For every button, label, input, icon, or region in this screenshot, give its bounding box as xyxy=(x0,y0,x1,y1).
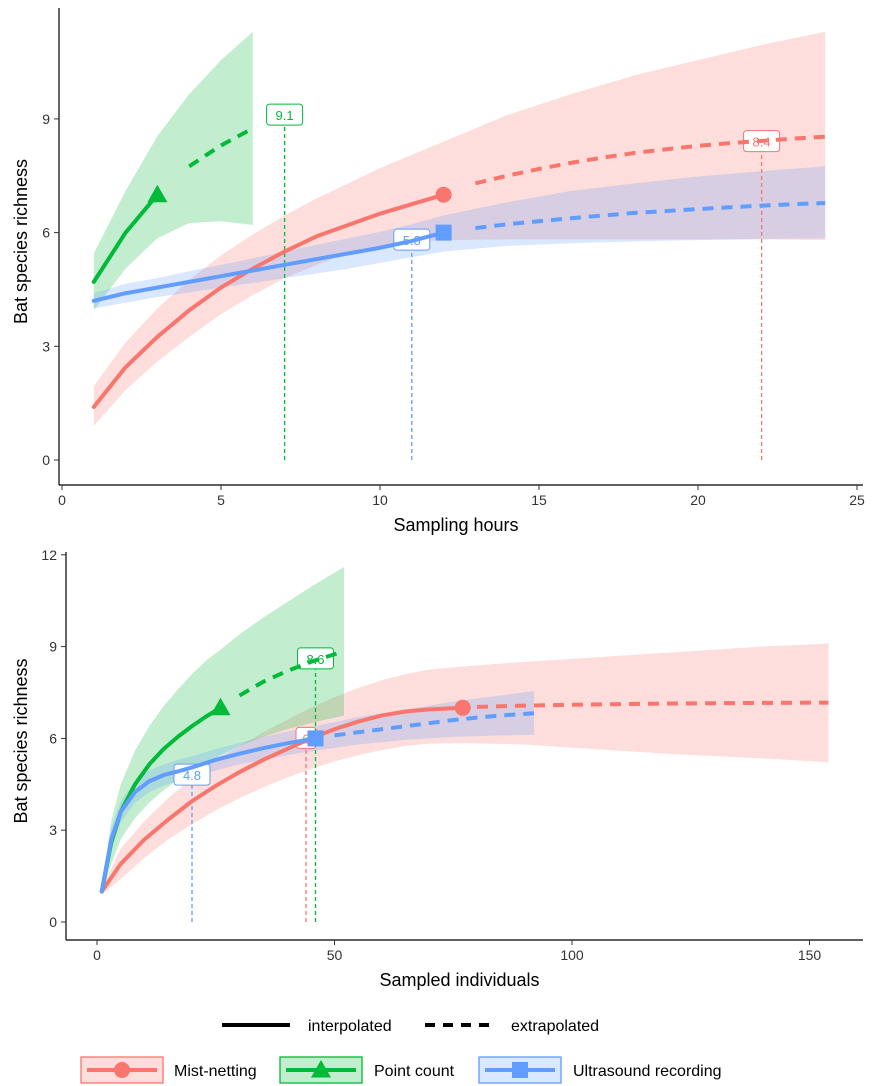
point-count-ci-band xyxy=(101,567,344,895)
point-count-observed-point xyxy=(210,697,231,716)
ultrasound-recording-extrapolated-line xyxy=(475,201,826,231)
y-tick-label: 3 xyxy=(42,338,50,354)
mist-netting-interpolated-line xyxy=(91,192,446,409)
y-tick-label: 3 xyxy=(49,822,57,838)
point-count-interpolated-line xyxy=(91,192,160,284)
point-count-ci-band xyxy=(93,31,253,311)
x-axis-title: Sampling hours xyxy=(393,515,518,535)
x-tick-label: 0 xyxy=(93,947,101,963)
mist-netting-observed-point xyxy=(435,186,452,203)
point-count-annotation-box xyxy=(266,103,304,126)
y-tick-label: 6 xyxy=(42,225,50,241)
ultrasound-recording-observed-point xyxy=(435,224,452,241)
legend-key-ultrasound-recording xyxy=(478,1056,562,1084)
ultrasound-recording-interpolated-line xyxy=(99,736,318,894)
legend-label-point-count: Point count xyxy=(374,1063,455,1080)
ultrasound-recording-observed-point xyxy=(307,730,324,747)
x-tick-label: 50 xyxy=(327,947,343,963)
ultrasound-recording-interpolated-line xyxy=(91,230,446,303)
point-count-observed-point xyxy=(147,184,168,203)
legend: interpolated extrapolated Mist-netting Poin… xyxy=(80,1018,722,1084)
x-tick-label: 20 xyxy=(690,492,706,508)
mist-netting-ci-band xyxy=(101,643,829,895)
legend-key-mist-netting xyxy=(80,1056,164,1084)
ultrasound-recording-annotation-label: 4.8 xyxy=(183,768,201,783)
x-tick-label: 25 xyxy=(849,492,865,508)
chart-panel-1: 0 5 10 15 20 25 0 3 6 9 Sampling hours Bat species … xyxy=(11,8,865,535)
x-tick-label: 150 xyxy=(798,947,822,963)
y-tick-label: 6 xyxy=(49,730,57,746)
square-icon xyxy=(512,1062,528,1078)
mist-netting-extrapolated-line xyxy=(474,134,826,186)
legend-label-ultrasound-recording: Ultrasound recording xyxy=(573,1063,722,1080)
y-tick-label: 9 xyxy=(49,639,57,655)
y-tick-label: 9 xyxy=(42,111,50,127)
mist-netting-ci-band xyxy=(93,31,826,426)
y-tick-label: 0 xyxy=(42,452,50,468)
mist-netting-interpolated-line xyxy=(99,705,465,894)
point-count-annotation-label: 9.1 xyxy=(276,108,294,123)
legend-key-point-count xyxy=(279,1056,363,1084)
x-tick-label: 10 xyxy=(372,492,388,508)
x-tick-label: 0 xyxy=(58,492,66,508)
y-axis-title: Bat species richness xyxy=(11,658,31,823)
legend-label-mist-netting: Mist-netting xyxy=(174,1063,257,1080)
x-tick-label: 100 xyxy=(560,947,584,963)
x-tick-label: 15 xyxy=(531,492,547,508)
triangle-icon xyxy=(311,1060,331,1078)
ultrasound-recording-extrapolated-line xyxy=(334,711,535,738)
legend-solid-label: interpolated xyxy=(308,1018,392,1035)
circle-icon xyxy=(114,1062,130,1078)
legend-dashed-label: extrapolated xyxy=(511,1018,599,1035)
ultrasound-recording-ci-band xyxy=(93,166,826,309)
y-tick-label: 12 xyxy=(41,547,57,563)
x-axis-title: Sampled individuals xyxy=(379,970,539,990)
y-axis-title: Bat species richness xyxy=(11,159,31,324)
mist-netting-observed-point xyxy=(454,699,471,716)
point-count-extrapolated-line xyxy=(188,126,254,168)
chart-panel-2: 0 50 100 150 0 3 6 9 12 Sampled individuals Bat sp… xyxy=(11,547,863,990)
y-tick-label: 0 xyxy=(49,914,57,930)
x-tick-label: 5 xyxy=(217,492,225,508)
